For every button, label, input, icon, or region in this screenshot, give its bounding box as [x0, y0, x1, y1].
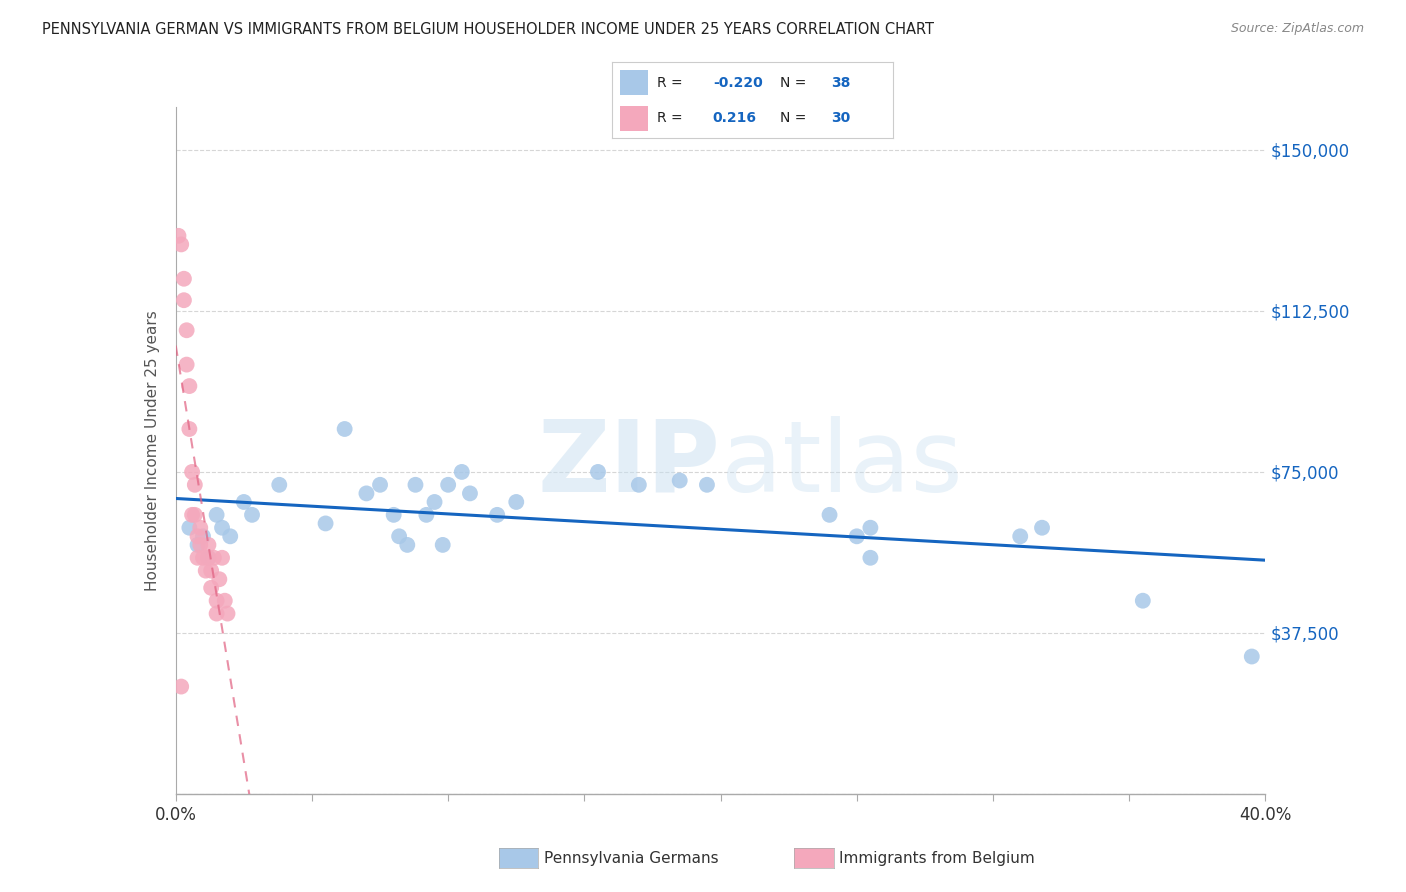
Point: [202, 550, 225, 565]
Point: [200, 564, 222, 578]
Point: [450, 465, 472, 479]
Point: [859, 521, 882, 535]
Text: 38: 38: [831, 76, 851, 90]
Point: [197, 550, 219, 565]
Point: [173, 271, 195, 285]
Point: [388, 529, 411, 543]
Point: [432, 538, 454, 552]
Point: [188, 521, 211, 535]
Point: [668, 474, 690, 488]
Point: [170, 237, 193, 252]
Point: [586, 465, 609, 479]
Point: [415, 508, 437, 522]
Point: [170, 680, 193, 694]
Text: 0.216: 0.216: [713, 111, 756, 125]
Point: [208, 572, 231, 586]
Point: [505, 495, 527, 509]
Point: [211, 521, 233, 535]
Point: [211, 550, 233, 565]
Point: [184, 508, 207, 522]
Point: [356, 486, 378, 500]
Point: [219, 529, 242, 543]
Point: [1240, 649, 1263, 664]
Text: ZIP: ZIP: [537, 416, 721, 513]
Point: [186, 550, 209, 565]
Point: [818, 508, 841, 522]
Point: [269, 478, 291, 492]
Point: [184, 478, 207, 492]
Text: Immigrants from Belgium: Immigrants from Belgium: [839, 851, 1035, 865]
Point: [405, 478, 427, 492]
Text: PENNSYLVANIA GERMAN VS IMMIGRANTS FROM BELGIUM HOUSEHOLDER INCOME UNDER 25 YEARS: PENNSYLVANIA GERMAN VS IMMIGRANTS FROM B…: [42, 22, 934, 37]
Text: Pennsylvania Germans: Pennsylvania Germans: [544, 851, 718, 865]
Point: [214, 593, 236, 607]
Point: [458, 486, 481, 500]
Point: [191, 550, 214, 565]
Point: [197, 550, 219, 565]
FancyBboxPatch shape: [620, 70, 648, 95]
Point: [205, 607, 228, 621]
Point: [176, 358, 198, 372]
Text: 30: 30: [831, 111, 851, 125]
Point: [696, 478, 718, 492]
Point: [179, 521, 201, 535]
Point: [179, 379, 201, 393]
Point: [188, 538, 211, 552]
Point: [186, 538, 209, 552]
Point: [194, 564, 217, 578]
Text: -0.220: -0.220: [713, 76, 762, 90]
Text: R =: R =: [657, 111, 686, 125]
Point: [240, 508, 263, 522]
Text: N =: N =: [780, 76, 811, 90]
Point: [627, 478, 650, 492]
Text: N =: N =: [780, 111, 811, 125]
FancyBboxPatch shape: [620, 105, 648, 130]
Point: [181, 508, 204, 522]
Point: [186, 529, 209, 543]
Text: Source: ZipAtlas.com: Source: ZipAtlas.com: [1230, 22, 1364, 36]
Point: [191, 529, 214, 543]
Point: [232, 495, 254, 509]
Point: [382, 508, 405, 522]
Point: [1031, 521, 1053, 535]
Point: [179, 422, 201, 436]
Point: [217, 607, 239, 621]
Point: [205, 593, 228, 607]
Point: [1010, 529, 1032, 543]
Point: [486, 508, 509, 522]
Point: [1132, 593, 1154, 607]
Point: [167, 228, 190, 243]
Point: [205, 508, 228, 522]
Text: R =: R =: [657, 76, 686, 90]
Point: [368, 478, 391, 492]
Y-axis label: Householder Income Under 25 years: Householder Income Under 25 years: [145, 310, 160, 591]
Point: [181, 465, 204, 479]
Text: atlas: atlas: [721, 416, 962, 513]
Point: [333, 422, 356, 436]
Point: [859, 550, 882, 565]
Point: [176, 323, 198, 337]
Point: [200, 581, 222, 595]
Point: [396, 538, 419, 552]
Point: [845, 529, 868, 543]
Point: [197, 538, 219, 552]
Point: [437, 478, 460, 492]
Point: [423, 495, 446, 509]
Point: [173, 293, 195, 308]
Point: [315, 516, 337, 531]
